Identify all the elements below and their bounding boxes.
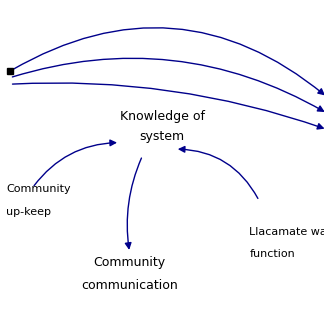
Text: Community: Community <box>94 256 166 269</box>
Text: Knowledge of: Knowledge of <box>120 110 204 123</box>
Text: function: function <box>249 249 295 259</box>
Text: Community: Community <box>6 184 71 194</box>
Text: system: system <box>139 130 185 143</box>
Text: communication: communication <box>81 279 178 292</box>
Text: up-keep: up-keep <box>6 207 52 217</box>
Text: Llacamate wa: Llacamate wa <box>249 226 324 237</box>
